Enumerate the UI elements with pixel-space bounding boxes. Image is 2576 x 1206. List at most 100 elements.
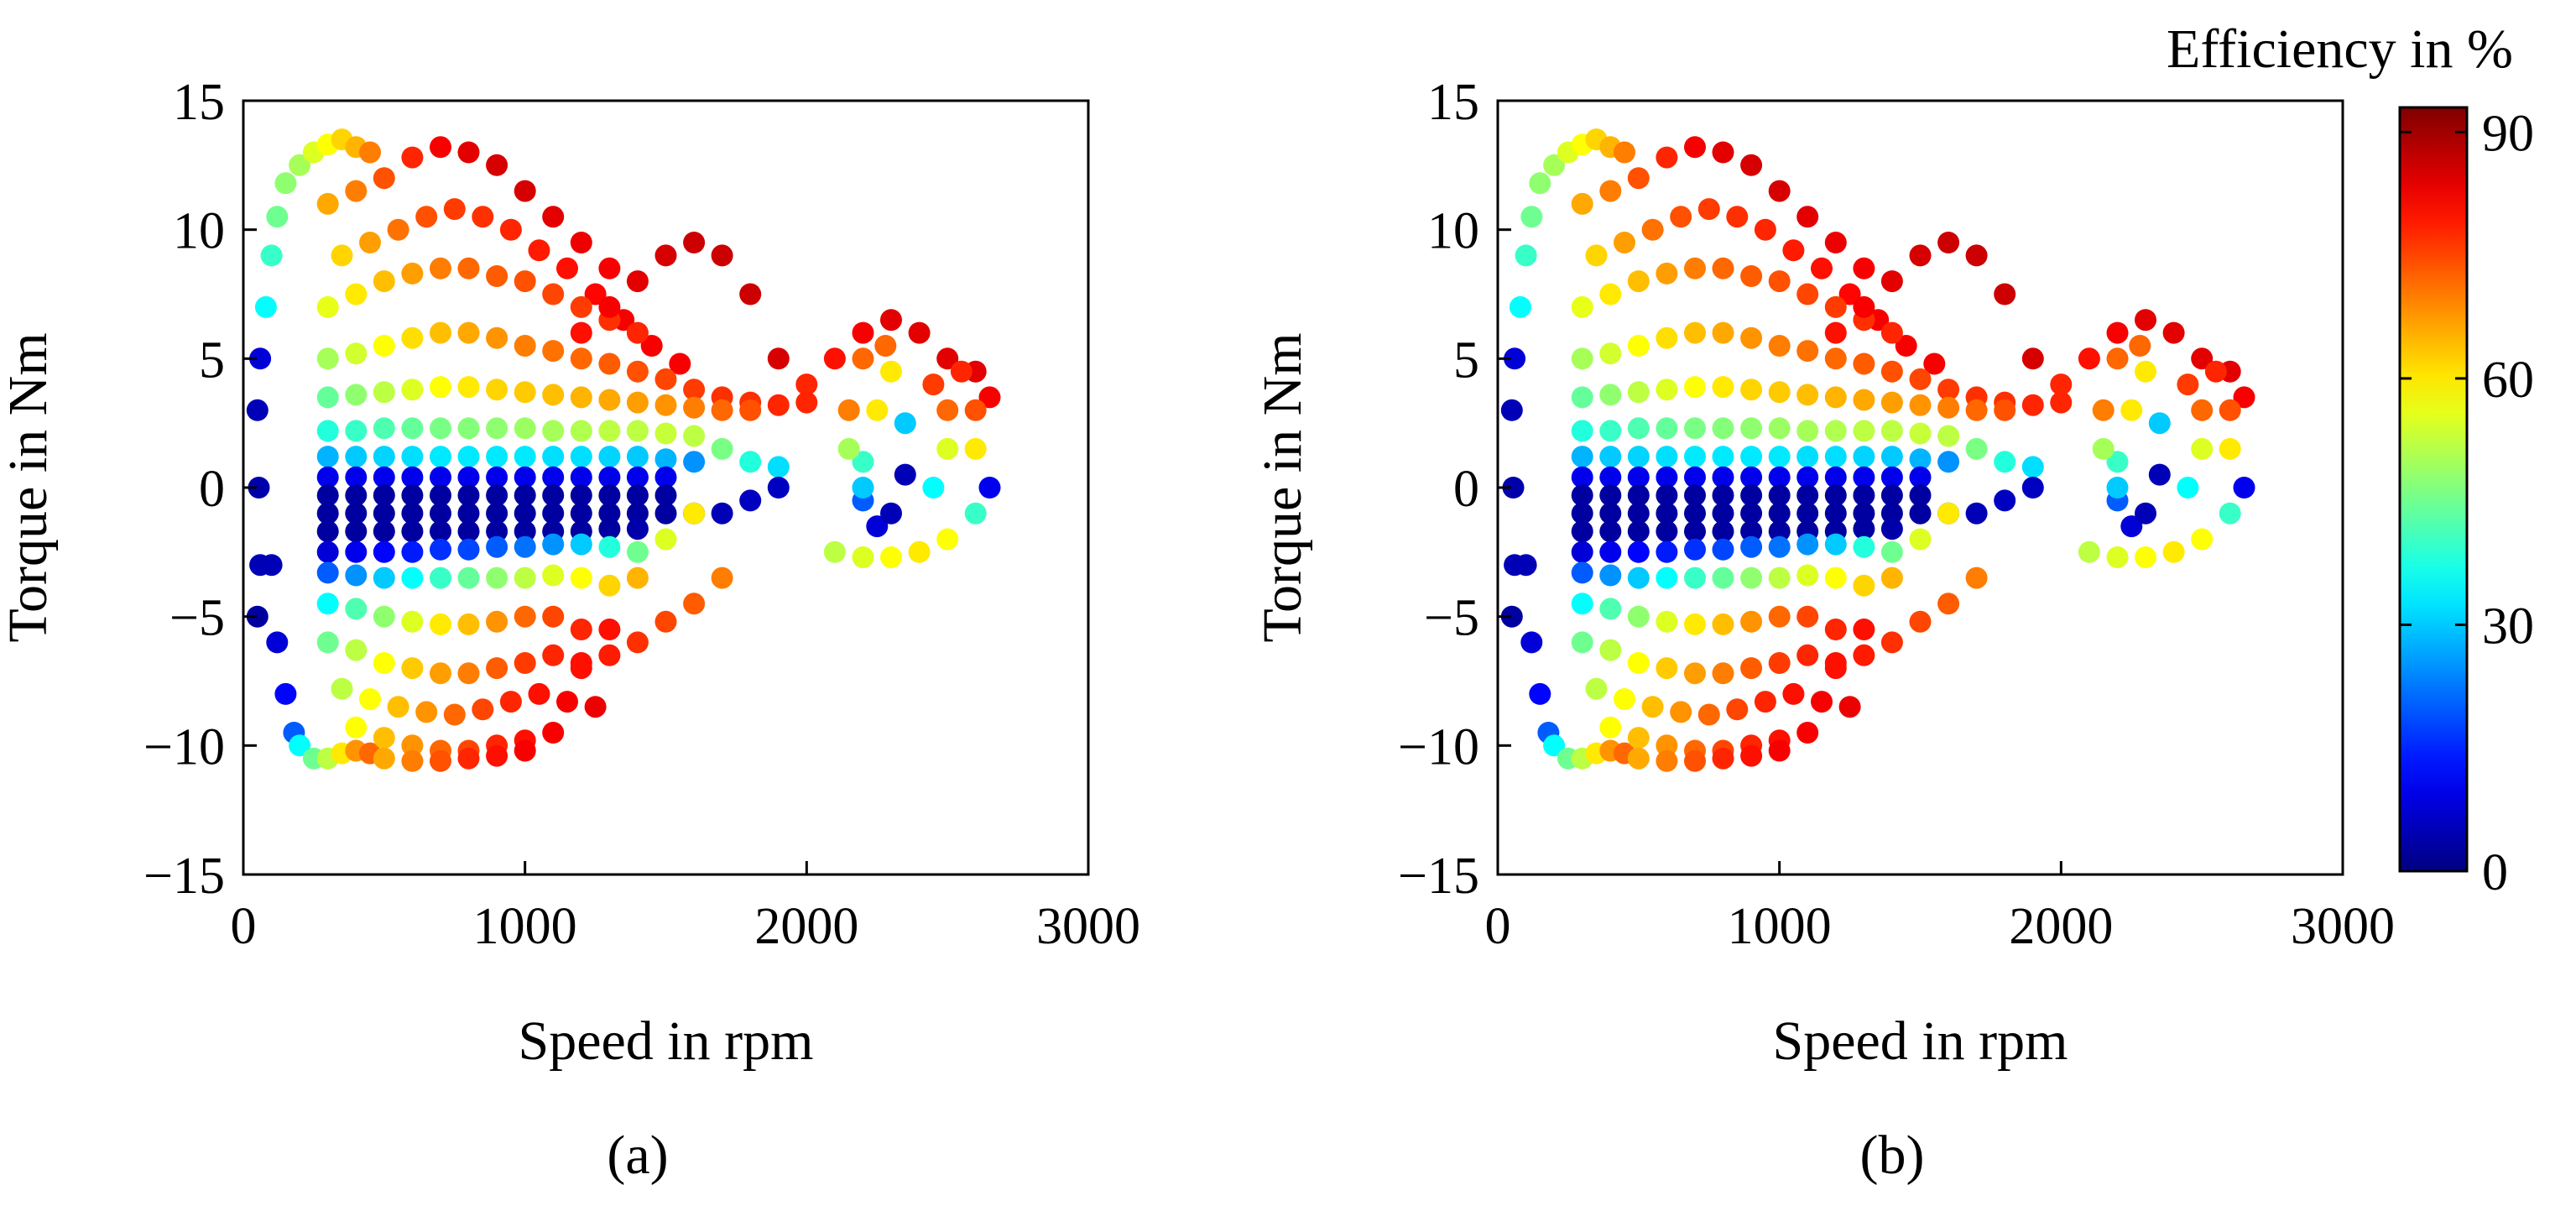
data-point — [1520, 206, 1543, 228]
data-point — [1923, 352, 1946, 375]
data-point — [1684, 566, 1706, 589]
data-point — [486, 502, 508, 525]
data-point — [1627, 335, 1650, 357]
data-point — [1853, 518, 1875, 540]
data-point — [542, 564, 565, 587]
data-point — [1853, 389, 1875, 411]
y-tick-label: 0 — [1453, 461, 1479, 518]
data-point — [1712, 257, 1734, 279]
data-point — [1684, 662, 1706, 685]
data-point — [316, 420, 339, 442]
data-point — [401, 466, 424, 488]
colorbar-title: Efficiency in % — [2167, 18, 2513, 80]
data-point — [683, 451, 706, 473]
data-point — [908, 321, 931, 344]
data-point — [387, 696, 409, 718]
data-point — [1571, 386, 1593, 409]
data-point — [1880, 540, 1903, 563]
x-tick-label: 3000 — [2291, 898, 2395, 955]
data-point — [2191, 528, 2214, 551]
data-point — [837, 437, 860, 460]
data-point — [598, 389, 621, 411]
data-point — [415, 206, 438, 228]
data-point — [1853, 535, 1875, 558]
data-point — [457, 446, 480, 468]
data-point — [795, 391, 818, 414]
data-point — [654, 394, 677, 416]
data-point — [514, 335, 536, 357]
data-point — [739, 489, 762, 512]
data-point — [1684, 502, 1706, 525]
data-point — [2106, 347, 2129, 370]
data-point — [654, 502, 677, 525]
data-point — [1768, 535, 1791, 558]
data-point — [430, 566, 451, 589]
data-point — [1909, 368, 1932, 390]
y-tick-label: 15 — [173, 74, 225, 131]
data-point — [2021, 477, 2044, 499]
data-point — [598, 518, 621, 540]
data-point — [514, 484, 536, 507]
data-point — [2219, 502, 2241, 525]
data-point — [894, 463, 916, 486]
data-point — [880, 546, 902, 568]
data-point — [1754, 691, 1776, 713]
data-point — [1740, 657, 1763, 680]
data-point — [654, 448, 677, 471]
data-point — [514, 446, 536, 468]
data-point — [1543, 154, 1566, 176]
data-point — [514, 566, 536, 589]
data-point — [430, 484, 451, 507]
data-point — [823, 540, 846, 563]
data-point — [514, 652, 536, 674]
data-point — [874, 335, 897, 357]
y-tick-label: −5 — [1424, 590, 1479, 647]
data-point — [1796, 206, 1819, 228]
data-point — [1627, 167, 1650, 190]
data-point — [570, 446, 592, 468]
data-point — [274, 682, 297, 705]
data-point — [598, 644, 621, 666]
data-point — [823, 347, 846, 370]
data-point — [345, 502, 368, 525]
data-point — [542, 283, 565, 305]
data-point — [401, 262, 424, 285]
scatter-points-b — [1500, 128, 2255, 772]
data-point — [457, 484, 480, 507]
data-point — [1599, 716, 1622, 739]
data-point — [1880, 270, 1903, 293]
data-point — [1824, 232, 1847, 253]
data-point — [1571, 631, 1593, 654]
data-point — [316, 347, 339, 370]
data-point — [1641, 696, 1664, 718]
data-point — [1824, 466, 1847, 488]
data-point — [514, 180, 536, 202]
data-point — [767, 456, 790, 478]
data-point — [1571, 593, 1593, 615]
data-point — [1684, 466, 1706, 488]
data-point — [1627, 502, 1650, 525]
data-point — [1909, 448, 1932, 471]
data-point — [2021, 394, 2044, 416]
data-point — [316, 631, 339, 654]
data-point — [964, 399, 987, 421]
data-point — [2078, 540, 2100, 563]
data-point — [2106, 477, 2129, 499]
data-point — [542, 340, 565, 363]
data-point — [331, 244, 353, 267]
data-point — [514, 520, 536, 543]
data-point — [795, 373, 818, 396]
data-point — [1824, 295, 1847, 318]
data-point — [570, 657, 592, 680]
data-point — [1740, 744, 1763, 767]
data-point — [316, 520, 339, 543]
data-point — [499, 218, 522, 241]
data-point — [598, 502, 621, 525]
data-point — [2219, 437, 2241, 460]
colorbar-tick-label: 90 — [2482, 105, 2534, 162]
data-point — [1627, 747, 1650, 770]
data-point — [711, 502, 733, 525]
data-point — [499, 691, 522, 713]
data-point — [373, 484, 395, 507]
data-point — [1543, 734, 1566, 757]
